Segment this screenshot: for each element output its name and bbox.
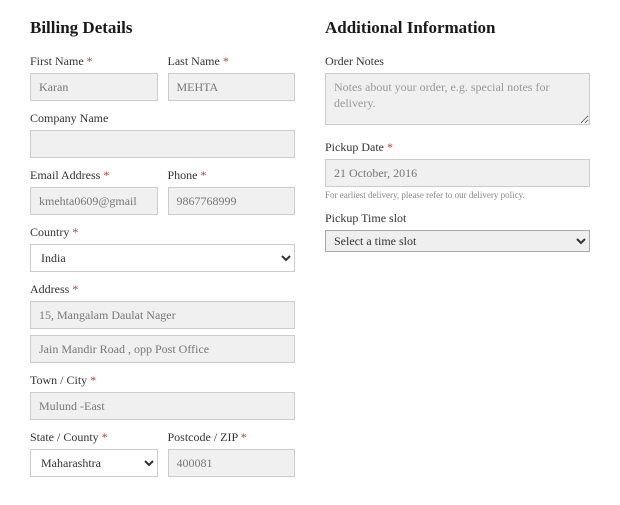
postcode-input[interactable] — [168, 449, 296, 477]
first-name-label: First Name * — [30, 54, 158, 69]
billing-heading: Billing Details — [30, 18, 295, 38]
pickup-time-select[interactable]: Select a time slot — [325, 230, 590, 252]
city-label: Town / City * — [30, 373, 295, 388]
address-line1-input[interactable] — [30, 301, 295, 329]
order-notes-textarea[interactable] — [325, 73, 590, 125]
additional-section: Additional Information Order Notes Picku… — [325, 18, 590, 487]
company-label: Company Name — [30, 111, 295, 126]
billing-section: Billing Details First Name * Last Name *… — [30, 18, 295, 487]
pickup-date-hint: For earliest delivery, please refer to o… — [325, 190, 590, 201]
address-line2-input[interactable] — [30, 335, 295, 363]
first-name-input[interactable] — [30, 73, 158, 101]
email-input[interactable] — [30, 187, 158, 215]
order-notes-label: Order Notes — [325, 54, 590, 69]
country-select[interactable]: India — [30, 244, 295, 272]
additional-heading: Additional Information — [325, 18, 590, 38]
pickup-date-input[interactable] — [325, 159, 590, 187]
phone-input[interactable] — [168, 187, 296, 215]
email-label: Email Address * — [30, 168, 158, 183]
last-name-input[interactable] — [168, 73, 296, 101]
postcode-label: Postcode / ZIP * — [168, 430, 296, 445]
last-name-label: Last Name * — [168, 54, 296, 69]
pickup-time-label: Pickup Time slot — [325, 211, 590, 226]
phone-label: Phone * — [168, 168, 296, 183]
state-label: State / County * — [30, 430, 158, 445]
company-input[interactable] — [30, 130, 295, 158]
city-input[interactable] — [30, 392, 295, 420]
country-label: Country * — [30, 225, 295, 240]
pickup-date-label: Pickup Date * — [325, 140, 590, 155]
address-label: Address * — [30, 282, 295, 297]
state-select[interactable]: Maharashtra — [30, 449, 158, 477]
